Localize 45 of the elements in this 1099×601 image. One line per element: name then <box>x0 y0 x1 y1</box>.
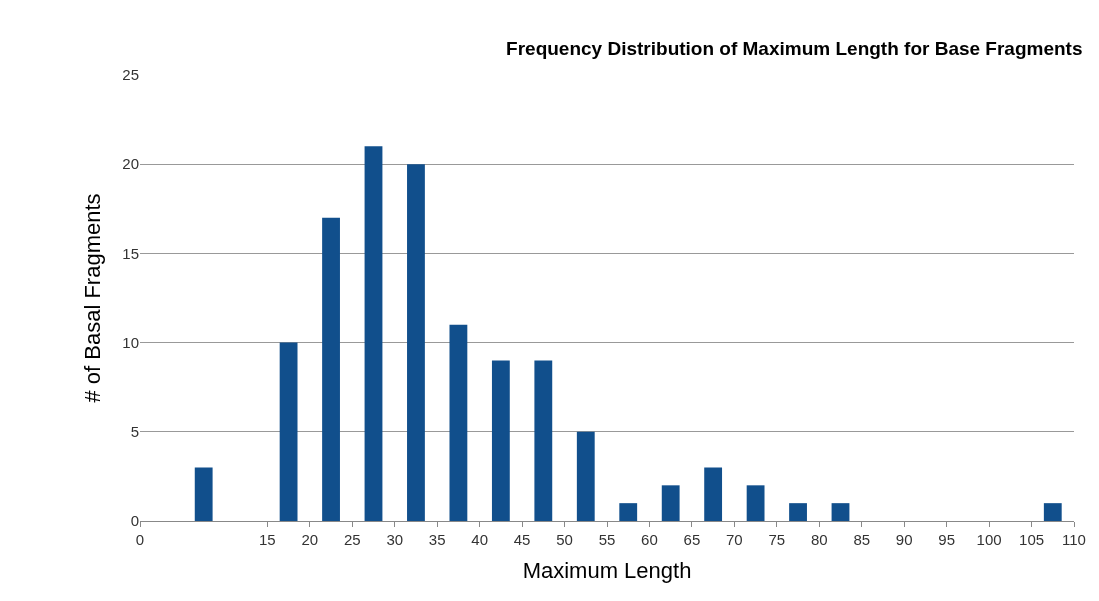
x-tick-label: 80 <box>810 531 828 548</box>
x-tick-label: 75 <box>768 531 786 548</box>
x-tick-label: 60 <box>641 531 658 548</box>
y-axis-title: # of Basal Fragments <box>80 193 106 403</box>
bar <box>449 324 468 521</box>
bar <box>491 360 510 521</box>
y-tick-label: 15 <box>122 244 139 262</box>
y-tick-label: 25 <box>122 66 139 84</box>
x-tick-label: 110 <box>1062 531 1086 548</box>
x-tick-label: 15 <box>259 531 276 548</box>
y-tick-label: 20 <box>122 155 139 173</box>
bar <box>661 485 680 521</box>
bar <box>831 503 850 521</box>
x-tick-label: 20 <box>301 531 319 548</box>
bar <box>746 485 765 521</box>
x-tick-label: 65 <box>683 531 701 548</box>
x-tick-label: 40 <box>471 531 488 548</box>
x-axis-title: Maximum Length <box>522 557 692 583</box>
x-tick-label: 50 <box>556 531 573 548</box>
bar <box>576 431 595 521</box>
y-tick-label: 0 <box>130 512 139 530</box>
chart-title: Frequency Distribution of Maximum Length for Base Fragments <box>506 38 1083 60</box>
bar <box>789 503 807 521</box>
y-tick-label: 5 <box>130 423 139 441</box>
x-tick-label: 55 <box>598 531 616 548</box>
bar <box>194 467 213 521</box>
bar <box>704 467 723 521</box>
x-tick-label: 45 <box>513 531 531 548</box>
x-tick-label: 90 <box>895 531 913 548</box>
x-tick-label: 35 <box>428 531 446 548</box>
x-tick-label: 100 <box>976 531 1002 548</box>
x-tick-label: 95 <box>938 531 955 548</box>
bar <box>407 164 425 521</box>
bar <box>364 146 383 521</box>
bar <box>1043 503 1062 521</box>
x-tick-label: 30 <box>386 531 404 548</box>
x-tick-label: 85 <box>853 531 871 548</box>
bar <box>619 503 638 521</box>
x-tick-label: 70 <box>726 531 743 548</box>
bar <box>279 342 298 521</box>
x-tick-label: 105 <box>1019 531 1045 548</box>
bar <box>534 360 553 521</box>
x-tick-label: 25 <box>343 531 361 548</box>
y-tick-label: 10 <box>122 333 139 351</box>
bar <box>322 217 340 521</box>
